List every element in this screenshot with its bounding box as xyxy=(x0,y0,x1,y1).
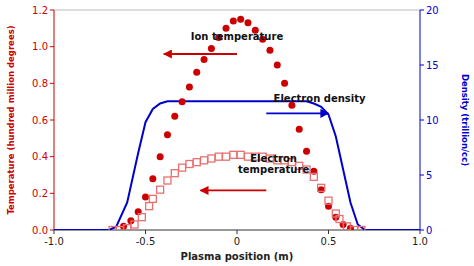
point xyxy=(208,155,215,162)
point xyxy=(193,159,200,166)
x-tick-label: 1.0 xyxy=(412,236,428,247)
x-tick-label: -0.5 xyxy=(136,236,156,247)
point xyxy=(237,16,244,23)
y-tick-label: 0.8 xyxy=(32,78,48,89)
point xyxy=(164,131,171,138)
x-tick xyxy=(54,230,55,234)
x-tick-label: 0.5 xyxy=(321,236,337,247)
y-tick-label: 1.0 xyxy=(32,41,48,52)
annotation-arrow xyxy=(266,113,328,115)
point xyxy=(244,19,251,26)
y-tick xyxy=(50,46,54,47)
point xyxy=(296,126,303,133)
y2-tick-label: 0 xyxy=(426,225,432,236)
point xyxy=(351,227,358,231)
point xyxy=(146,203,153,210)
y2-tick xyxy=(420,120,424,121)
x-tick-label: -1.0 xyxy=(44,236,64,247)
x-tick xyxy=(237,230,238,234)
y-tick-label: 1.2 xyxy=(32,5,48,16)
point xyxy=(201,56,208,63)
point xyxy=(281,80,288,87)
point xyxy=(124,225,131,230)
point xyxy=(201,157,208,164)
point xyxy=(274,62,281,69)
point xyxy=(310,173,317,180)
y-tick xyxy=(50,230,54,231)
point xyxy=(230,151,237,158)
y2-tick-label: 20 xyxy=(426,5,439,16)
point xyxy=(318,184,325,191)
point xyxy=(336,216,343,223)
y2-tick xyxy=(420,65,424,66)
y-axis-label: Temperature (hundred million degrees) xyxy=(6,25,16,214)
y-tick-label: 0.0 xyxy=(32,225,48,236)
point xyxy=(171,113,178,120)
point xyxy=(208,45,215,52)
y2-tick xyxy=(420,230,424,231)
x-tick xyxy=(420,230,421,234)
annotation: Electron density xyxy=(274,93,366,104)
chart: -1.0 -0.5 0 0.5 1.0 0.0 0.2 0.4 0.6 0.8 1.0 1.2 0 5 10… xyxy=(0,0,474,266)
frame-top xyxy=(54,10,420,11)
point xyxy=(186,84,193,91)
y-tick-label: 0.2 xyxy=(32,188,48,199)
point xyxy=(109,227,116,231)
point xyxy=(237,151,244,158)
annotation-arrow xyxy=(164,53,237,55)
y2-tick-label: 15 xyxy=(426,60,439,71)
x-axis-label: Plasma position (m) xyxy=(181,251,294,262)
point xyxy=(179,98,186,105)
y-tick-label: 0.6 xyxy=(32,115,48,126)
x-tick-label: 0 xyxy=(234,236,240,247)
point xyxy=(325,197,332,204)
density-line xyxy=(54,101,420,230)
point xyxy=(142,194,149,201)
annotation-arrow xyxy=(200,189,266,191)
point xyxy=(149,195,156,202)
point xyxy=(193,69,200,76)
point xyxy=(138,214,145,221)
point xyxy=(343,223,350,230)
x-tick xyxy=(328,230,329,234)
y2-tick-label: 10 xyxy=(426,115,439,126)
y-tick xyxy=(50,120,54,121)
point xyxy=(171,170,178,177)
annotation: Ion temperature xyxy=(191,31,284,42)
y2-tick xyxy=(420,175,424,176)
y-tick-label: 0.4 xyxy=(32,151,48,162)
point xyxy=(149,175,156,182)
point xyxy=(131,221,138,228)
point xyxy=(358,227,365,231)
point xyxy=(179,164,186,171)
point xyxy=(230,18,237,25)
point xyxy=(157,186,164,193)
point xyxy=(116,227,123,231)
point xyxy=(186,161,193,168)
y-tick xyxy=(50,83,54,84)
annotation: Electron xyxy=(250,153,297,164)
point xyxy=(223,153,230,160)
point xyxy=(164,177,171,184)
x-tick xyxy=(145,230,146,234)
point xyxy=(157,153,164,160)
plot-area xyxy=(54,16,420,230)
point xyxy=(303,148,310,155)
y-tick xyxy=(50,156,54,157)
y-tick xyxy=(50,10,54,11)
y2-tick xyxy=(420,10,424,11)
point xyxy=(266,47,273,54)
point xyxy=(318,186,325,193)
y2-tick-label: 5 xyxy=(426,170,432,181)
y2-axis-label: Density (trillion/cc) xyxy=(460,74,470,166)
y-tick xyxy=(50,193,54,194)
annotation: temperature xyxy=(238,164,309,175)
point xyxy=(215,153,222,160)
